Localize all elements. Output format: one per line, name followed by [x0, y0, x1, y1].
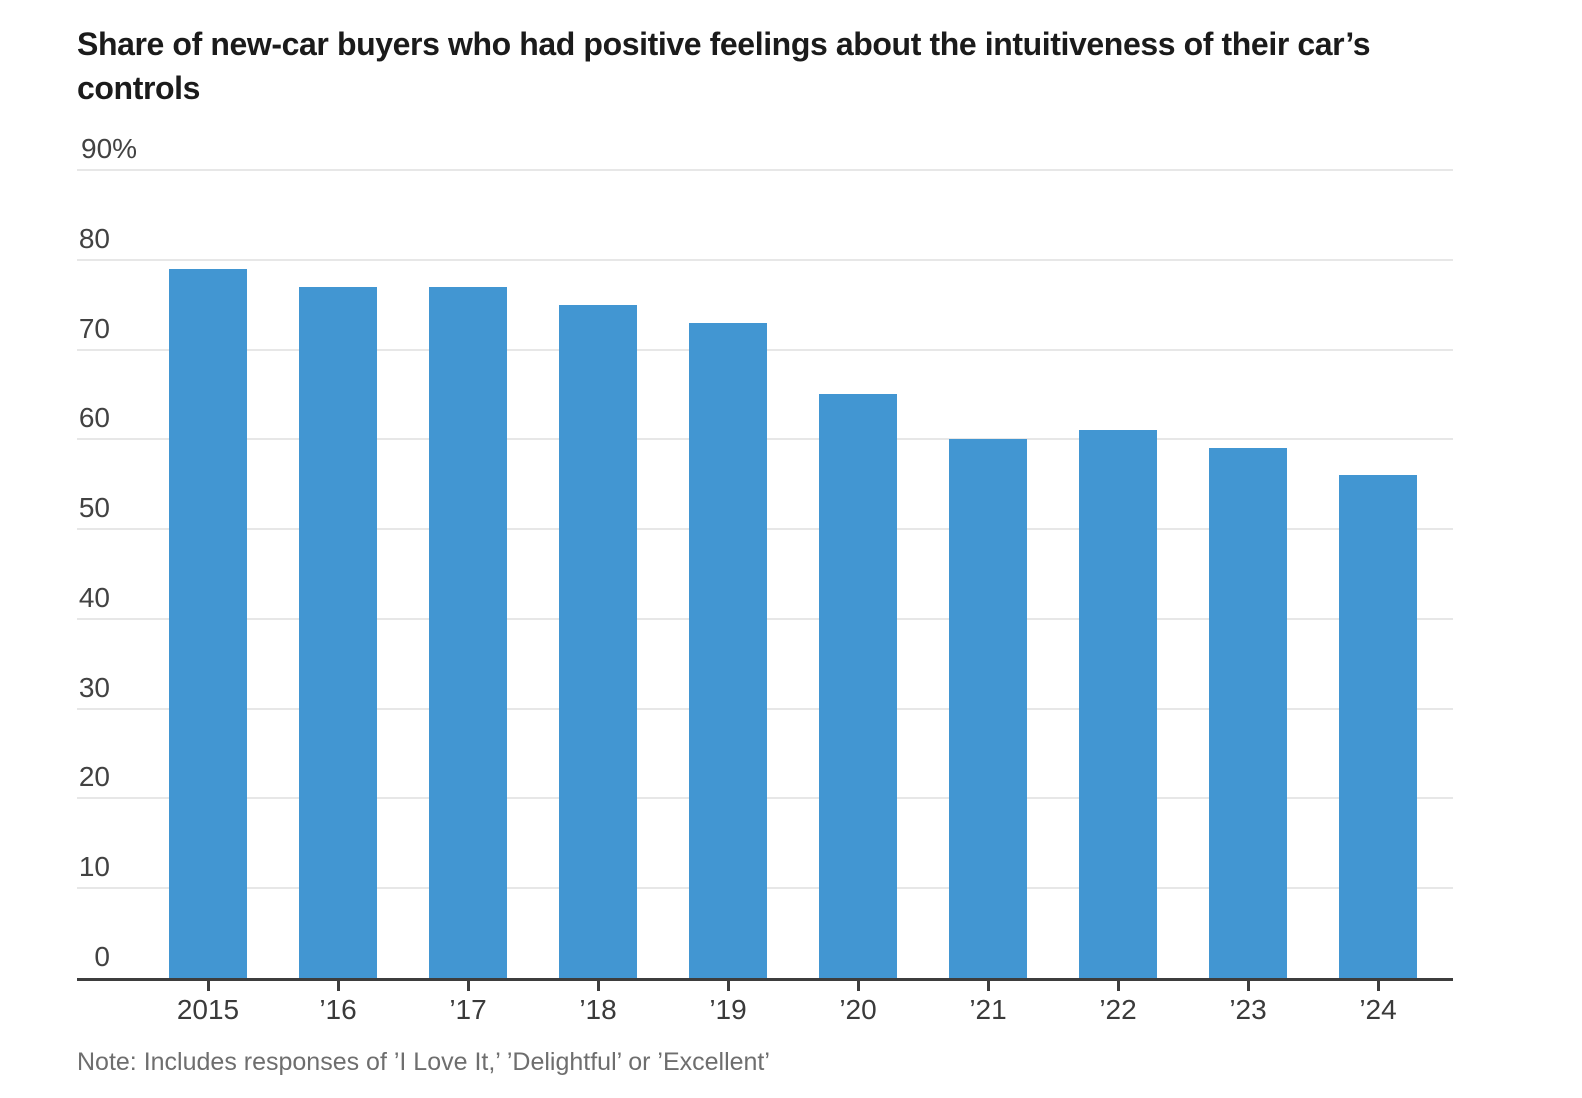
x-axis-tick-16 — [336, 981, 340, 991]
x-axis-tick-19 — [726, 981, 730, 991]
x-axis-tick-23 — [1246, 981, 1250, 991]
x-axis-tick-20 — [856, 981, 860, 991]
y-axis-label-50: 50 — [78, 492, 110, 524]
x-axis-tick-21 — [986, 981, 990, 991]
bar-23 — [1209, 448, 1287, 978]
x-axis-label-2015: 2015 — [176, 994, 240, 1025]
gridline-80 — [77, 258, 1453, 261]
bar-17 — [429, 286, 507, 978]
bar-2015 — [169, 268, 247, 978]
bar-19 — [689, 322, 767, 978]
x-axis-line — [77, 978, 1453, 981]
x-axis-tick-2015 — [206, 981, 210, 991]
chart-title-line2: controls — [77, 70, 201, 106]
plot-area: 0 10 20 30 40 50 60 70 80 90% 2015 ’16 ’17 ’18 ’19 ’20 ’… — [77, 134, 1453, 1050]
bar-21 — [949, 439, 1027, 978]
y-axis-label-30: 30 — [78, 671, 110, 703]
x-axis-tick-18 — [596, 981, 600, 991]
y-axis-label-70: 70 — [78, 312, 110, 344]
x-axis-label-20: ’20 — [839, 994, 877, 1025]
chart-title-line1: Share of new-car buyers who had positive… — [77, 26, 1371, 62]
bar-18 — [559, 304, 637, 978]
y-axis-label-10: 10 — [78, 851, 110, 883]
bar-24 — [1339, 475, 1417, 978]
y-axis-label-0: 0 — [94, 941, 110, 972]
x-axis-label-18: ’18 — [579, 994, 617, 1025]
x-axis-label-23: ’23 — [1229, 994, 1267, 1025]
x-axis-label-21: ’21 — [969, 994, 1007, 1025]
bar-22 — [1079, 430, 1157, 978]
x-axis-tick-17 — [466, 981, 470, 991]
chart-title: Share of new-car buyers who had positive… — [77, 22, 1371, 110]
gridline-90 — [77, 169, 1453, 171]
x-axis-label-19: ’19 — [709, 994, 747, 1025]
y-axis-label-80: 80 — [78, 222, 110, 254]
x-axis-label-22: ’22 — [1099, 994, 1137, 1025]
x-axis-tick-22 — [1116, 981, 1120, 991]
chart-note: Note: Includes responses of ’I Love It,’… — [77, 1048, 770, 1076]
x-axis-tick-24 — [1376, 981, 1380, 991]
bar-16 — [299, 286, 377, 978]
x-axis-label-17: ’17 — [449, 994, 487, 1025]
y-axis-label-60: 60 — [78, 402, 110, 434]
x-axis-label-24: ’24 — [1359, 994, 1397, 1025]
x-axis-label-16: ’16 — [319, 994, 357, 1025]
bar-20 — [819, 394, 897, 978]
y-axis-label-20: 20 — [78, 761, 110, 793]
y-axis-label-90: 90% — [81, 133, 138, 164]
y-axis-label-40: 40 — [78, 581, 110, 613]
